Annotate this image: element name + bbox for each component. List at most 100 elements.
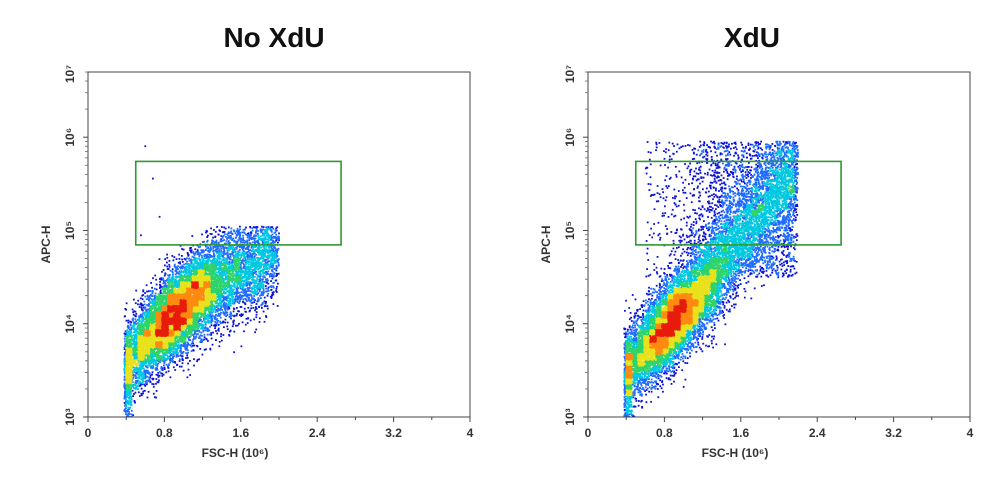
event-point — [227, 240, 230, 242]
event-point — [223, 252, 226, 255]
event-point — [214, 257, 217, 260]
event-point — [231, 301, 234, 304]
event-point — [259, 294, 261, 297]
event-point — [162, 364, 165, 367]
event-point — [248, 294, 251, 297]
event-point — [166, 294, 169, 297]
event-point — [258, 321, 261, 323]
event-point — [257, 297, 260, 300]
event-point — [236, 284, 239, 287]
event-point — [254, 291, 256, 294]
event-point — [178, 283, 181, 285]
event-point — [166, 253, 168, 256]
event-point — [159, 302, 162, 305]
event-point — [232, 293, 234, 296]
event-point — [226, 254, 229, 257]
event-point — [129, 320, 132, 323]
event-point — [225, 257, 227, 260]
event-point — [250, 254, 253, 257]
event-point — [133, 344, 136, 346]
event-point — [135, 333, 137, 336]
event-point — [154, 300, 157, 303]
event-point — [237, 257, 240, 260]
event-point — [246, 236, 249, 239]
event-point — [167, 268, 170, 270]
event-point — [220, 244, 223, 247]
event-point — [164, 264, 166, 267]
event-point — [270, 249, 273, 252]
event-point — [218, 229, 221, 232]
event-point — [134, 357, 136, 359]
event-point — [225, 272, 228, 274]
event-point — [148, 295, 151, 297]
event-point — [148, 378, 151, 381]
event-point — [191, 262, 194, 265]
event-point — [259, 273, 262, 276]
event-point — [203, 262, 205, 265]
event-point — [218, 260, 221, 262]
event-point — [144, 322, 146, 325]
event-point — [268, 256, 271, 259]
event-point — [148, 311, 150, 314]
event-point — [259, 287, 262, 289]
event-point — [214, 230, 217, 233]
event-point — [248, 310, 251, 313]
event-point — [128, 406, 131, 409]
event-point — [225, 247, 228, 250]
event-point — [204, 270, 207, 273]
event-point — [228, 235, 231, 238]
event-point — [236, 274, 239, 277]
event-point — [219, 253, 222, 256]
event-point — [128, 390, 131, 392]
event-point — [151, 361, 154, 363]
event-point — [215, 241, 217, 244]
event-point — [193, 268, 196, 271]
event-point — [152, 392, 155, 395]
event-point — [159, 286, 162, 288]
event-point — [228, 283, 230, 286]
event-point — [142, 380, 145, 383]
event-point — [247, 276, 250, 279]
event-point — [215, 304, 218, 307]
event-point — [214, 327, 216, 330]
panel-title-no-xdu: No XdU — [124, 22, 424, 54]
event-point — [192, 338, 194, 341]
event-point — [255, 241, 257, 243]
event-point — [217, 270, 220, 273]
event-point — [163, 288, 165, 291]
event-point — [234, 270, 237, 273]
event-point — [128, 398, 131, 400]
event-point — [179, 244, 182, 247]
event-point — [131, 340, 134, 342]
event-point — [273, 262, 276, 265]
event-point — [245, 226, 247, 229]
event-point — [194, 337, 197, 340]
event-point — [260, 257, 263, 260]
event-point — [132, 376, 135, 379]
event-point — [271, 291, 274, 294]
event-point — [242, 239, 245, 242]
event-point — [201, 267, 204, 270]
event-point — [145, 365, 147, 368]
event-point — [163, 274, 166, 277]
event-point — [221, 294, 223, 296]
event-point — [210, 309, 212, 311]
event-point — [159, 291, 162, 293]
event-point — [251, 229, 254, 232]
event-point — [262, 276, 265, 278]
event-point — [240, 267, 243, 270]
event-point — [268, 266, 271, 268]
event-point — [126, 388, 128, 391]
event-point — [233, 267, 235, 269]
event-point — [252, 275, 254, 278]
event-point — [125, 340, 127, 342]
event-point — [237, 251, 239, 253]
event-point — [225, 236, 227, 238]
event-point — [209, 325, 211, 328]
event-point — [143, 300, 146, 303]
event-point — [240, 284, 243, 287]
event-point — [183, 269, 186, 272]
event-point — [231, 271, 234, 274]
event-point — [270, 266, 273, 269]
event-point — [203, 306, 206, 309]
